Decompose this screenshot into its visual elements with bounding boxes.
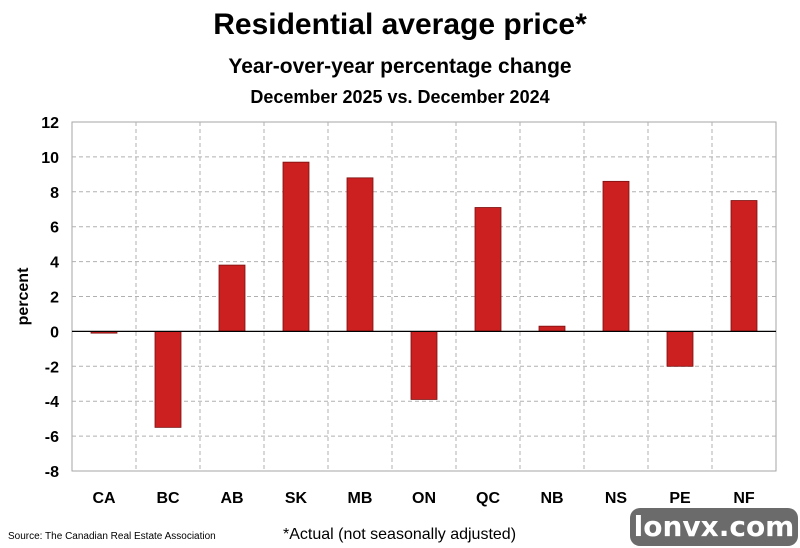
y-tick-label: 0 [50,324,59,341]
bar-ns [602,180,630,332]
x-tick-label: PE [669,490,691,507]
bar-sk [282,161,310,332]
y-tick-label: -4 [45,394,59,411]
bar-nf [730,200,758,332]
x-tick-label: BC [156,490,180,507]
y-tick-label: 12 [41,115,59,132]
bar-bc [154,330,182,428]
bar-on [410,330,438,400]
bar-qc [474,207,502,332]
bar-nb [538,325,566,332]
y-tick-label: 10 [41,150,59,167]
chart-title: Residential average price* [213,8,587,41]
bar-mb [346,177,374,332]
x-tick-label: NS [605,490,628,507]
y-tick-label: 8 [50,185,59,202]
y-axis-label: percent [15,267,32,325]
source-note: Source: The Canadian Real Estate Associa… [8,531,216,542]
bar-ab [218,264,246,332]
chart-period: December 2025 vs. December 2024 [250,87,550,107]
x-tick-label: CA [92,490,116,507]
watermark-logo: lonvx.com [630,508,798,546]
x-tick-label: SK [285,490,308,507]
footnote: *Actual (not seasonally adjusted) [283,526,517,543]
x-tick-label: NB [540,490,563,507]
x-tick-label: MB [348,490,373,507]
y-tick-label: -6 [45,429,59,446]
y-tick-label: -8 [45,464,59,481]
y-tick-label: -2 [45,359,59,376]
x-tick-label: ON [412,490,436,507]
x-tick-label: AB [220,490,243,507]
y-tick-label: 6 [50,220,59,237]
chart-subtitle: Year-over-year percentage change [228,55,572,78]
x-tick-label: NF [733,490,755,507]
y-tick-label: 4 [50,255,59,272]
x-tick-label: QC [476,490,500,507]
y-tick-label: 2 [50,290,59,307]
bar-pe [666,330,694,367]
